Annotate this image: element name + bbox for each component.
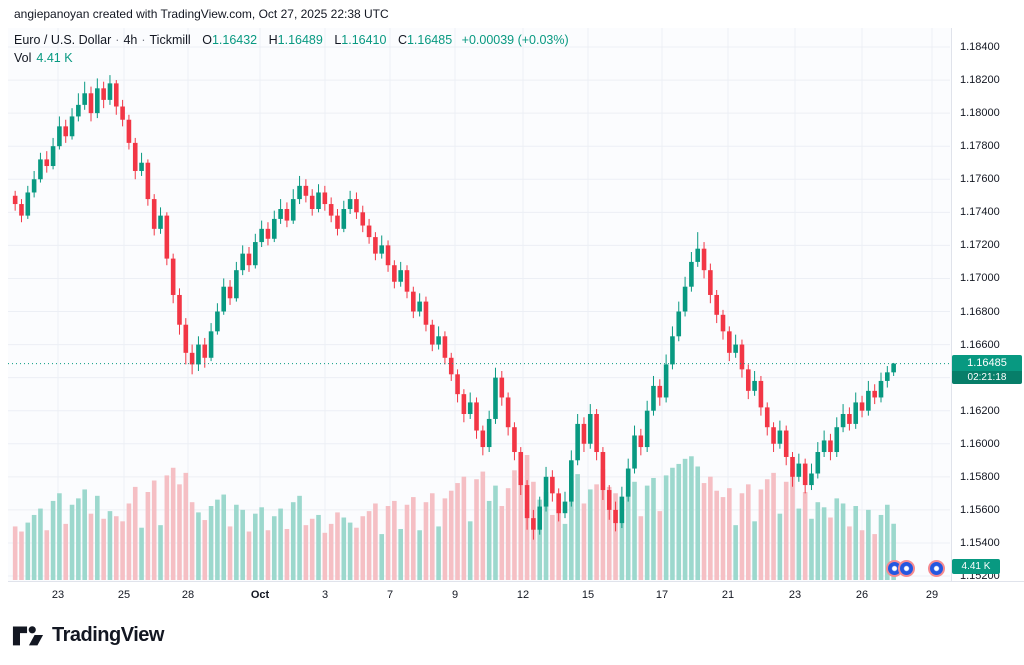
time-tick-label: 15: [581, 589, 595, 601]
interval-label[interactable]: 4h: [123, 33, 138, 47]
legend-separator: ·: [141, 33, 146, 47]
symbol-legend: Euro / U.S. Dollar · 4h · Tickmill O1.16432 …: [14, 33, 569, 47]
current-price-badge: 1.16485 02:21:18: [952, 354, 1022, 384]
time-tick-label: 28: [181, 589, 195, 601]
current-price-value: 1.16485: [952, 354, 1022, 371]
time-axis[interactable]: 23 25 28 Oct 3 7 9 12 15 17 21 23 26 29: [8, 581, 1024, 612]
price-tick-label: 1.18200: [960, 74, 1000, 87]
time-tick-label: 23: [51, 589, 65, 601]
reaction-icon-2[interactable]: [898, 560, 915, 577]
legend-separator: ·: [115, 33, 120, 47]
price-tick-label: 1.16800: [960, 305, 1000, 318]
price-tick-label: 1.16200: [960, 404, 1000, 417]
low-letter: L: [334, 33, 342, 47]
price-tick-label: 1.17200: [960, 239, 1000, 252]
price-tick-label: 1.16000: [960, 437, 1000, 450]
exchange-label: Tickmill: [149, 33, 191, 47]
open-letter: O: [202, 33, 212, 47]
time-tick-label: 29: [925, 589, 939, 601]
price-tick-label: 1.16600: [960, 338, 1000, 351]
volume-badge: 4.41 K: [952, 559, 1000, 574]
time-tick-label: 17: [655, 589, 669, 601]
tradingview-footer[interactable]: TradingView: [12, 620, 164, 650]
time-tick-label: 23: [788, 589, 802, 601]
tradingview-logo-icon: [12, 626, 44, 646]
price-axis[interactable]: 1.18400 1.18200 1.18000 1.17800 1.17600 1.174…: [951, 28, 1024, 582]
low-value: 1.16410: [341, 33, 387, 47]
price-tick-label: 1.17400: [960, 206, 1000, 219]
price-tick-label: 1.15400: [960, 536, 1000, 549]
reaction-icon-3[interactable]: [928, 560, 945, 577]
time-tick-label: 21: [721, 589, 735, 601]
volume-label: Vol: [14, 51, 32, 65]
attribution-text: angiepanoyan created with TradingView.co…: [14, 7, 389, 21]
volume-value: 4.41 K: [36, 51, 73, 65]
tradingview-brand-text: TradingView: [52, 623, 164, 646]
high-value: 1.16489: [277, 33, 323, 47]
change-value: +0.00039 (+0.03%): [461, 33, 569, 47]
open-value: 1.16432: [211, 33, 258, 47]
time-tick-label: 25: [117, 589, 131, 601]
time-tick-label: 9: [451, 589, 459, 601]
time-tick-label: 12: [516, 589, 530, 601]
price-tick-label: 1.15600: [960, 503, 1000, 516]
price-tick-label: 1.18400: [960, 41, 1000, 53]
time-tick-label: 3: [321, 589, 329, 601]
close-value: 1.16485: [406, 33, 453, 47]
price-tick-label: 1.17600: [960, 173, 1000, 186]
price-tick-label: 1.17800: [960, 140, 1000, 153]
time-tick-label: 26: [855, 589, 869, 601]
time-tick-label: Oct: [250, 589, 270, 601]
bar-countdown: 02:21:18: [952, 370, 1022, 384]
price-tick-label: 1.15800: [960, 470, 1000, 483]
symbol-title[interactable]: Euro / U.S. Dollar: [14, 33, 112, 47]
close-letter: C: [397, 33, 407, 47]
price-tick-label: 1.17000: [960, 272, 1000, 285]
time-tick-label: 7: [386, 589, 394, 601]
price-tick-label: 1.18000: [960, 107, 1000, 120]
volume-legend: Vol 4.41 K: [14, 51, 73, 65]
high-letter: H: [268, 33, 278, 47]
